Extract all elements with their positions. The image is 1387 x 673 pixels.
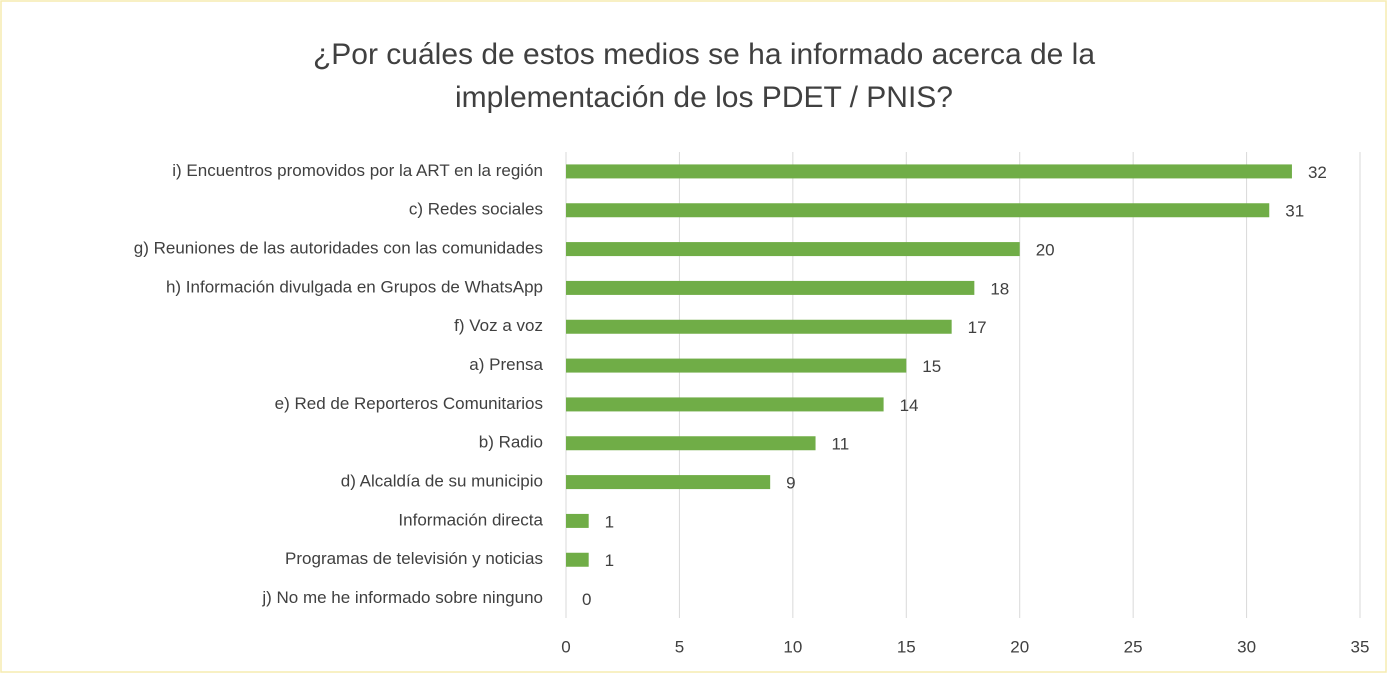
y-tick-label: g) Reuniones de las autoridades con las … [134,239,543,258]
x-tick-label: 15 [897,637,916,656]
x-tick-label: 35 [1351,637,1370,656]
x-tick-label: 0 [561,637,570,656]
chart-title: implementación de los PDET / PNIS? [455,81,953,114]
chart-title: ¿Por cuáles de estos medios se ha inform… [313,38,1095,71]
x-tick-label: 5 [675,637,684,656]
bar [566,397,884,412]
bar [566,319,952,334]
data-label: 20 [1036,241,1055,260]
data-label: 31 [1285,202,1304,221]
x-tick-label: 30 [1237,637,1256,656]
data-label: 11 [832,435,850,454]
data-label: 1 [605,512,614,531]
data-label: 14 [900,396,919,415]
y-tick-label: a) Prensa [469,355,543,374]
bar [566,436,816,451]
y-tick-label: b) Radio [479,433,543,452]
x-tick-label: 25 [1124,637,1143,656]
y-tick-label: e) Red de Reporteros Comunitarios [275,394,543,413]
bar [566,280,975,295]
bar [566,552,589,567]
data-label: 15 [922,357,941,376]
bar [566,164,1292,179]
y-tick-label: d) Alcaldía de su municipio [341,472,543,491]
x-tick-label: 10 [783,637,802,656]
y-tick-label: i) Encuentros promovidos por la ART en l… [172,161,543,180]
y-tick-label: h) Información divulgada en Grupos de Wh… [166,277,543,296]
bar [566,242,1020,257]
data-label: 0 [582,590,591,609]
data-label: 18 [990,279,1009,298]
data-label: 9 [786,474,795,493]
x-tick-label: 20 [1010,637,1029,656]
bar [566,203,1270,218]
y-tick-label: j) No me he informado sobre ninguno [261,588,543,607]
data-label: 17 [968,318,987,337]
y-tick-label: c) Redes sociales [409,200,543,219]
y-tick-label: Información directa [398,510,543,529]
bar [566,475,771,490]
y-tick-label: f) Voz a voz [454,316,543,335]
bar [566,513,589,528]
bar [566,358,907,373]
y-tick-label: Programas de televisión y noticias [285,549,543,568]
data-label: 32 [1308,163,1327,182]
data-label: 1 [605,551,614,570]
